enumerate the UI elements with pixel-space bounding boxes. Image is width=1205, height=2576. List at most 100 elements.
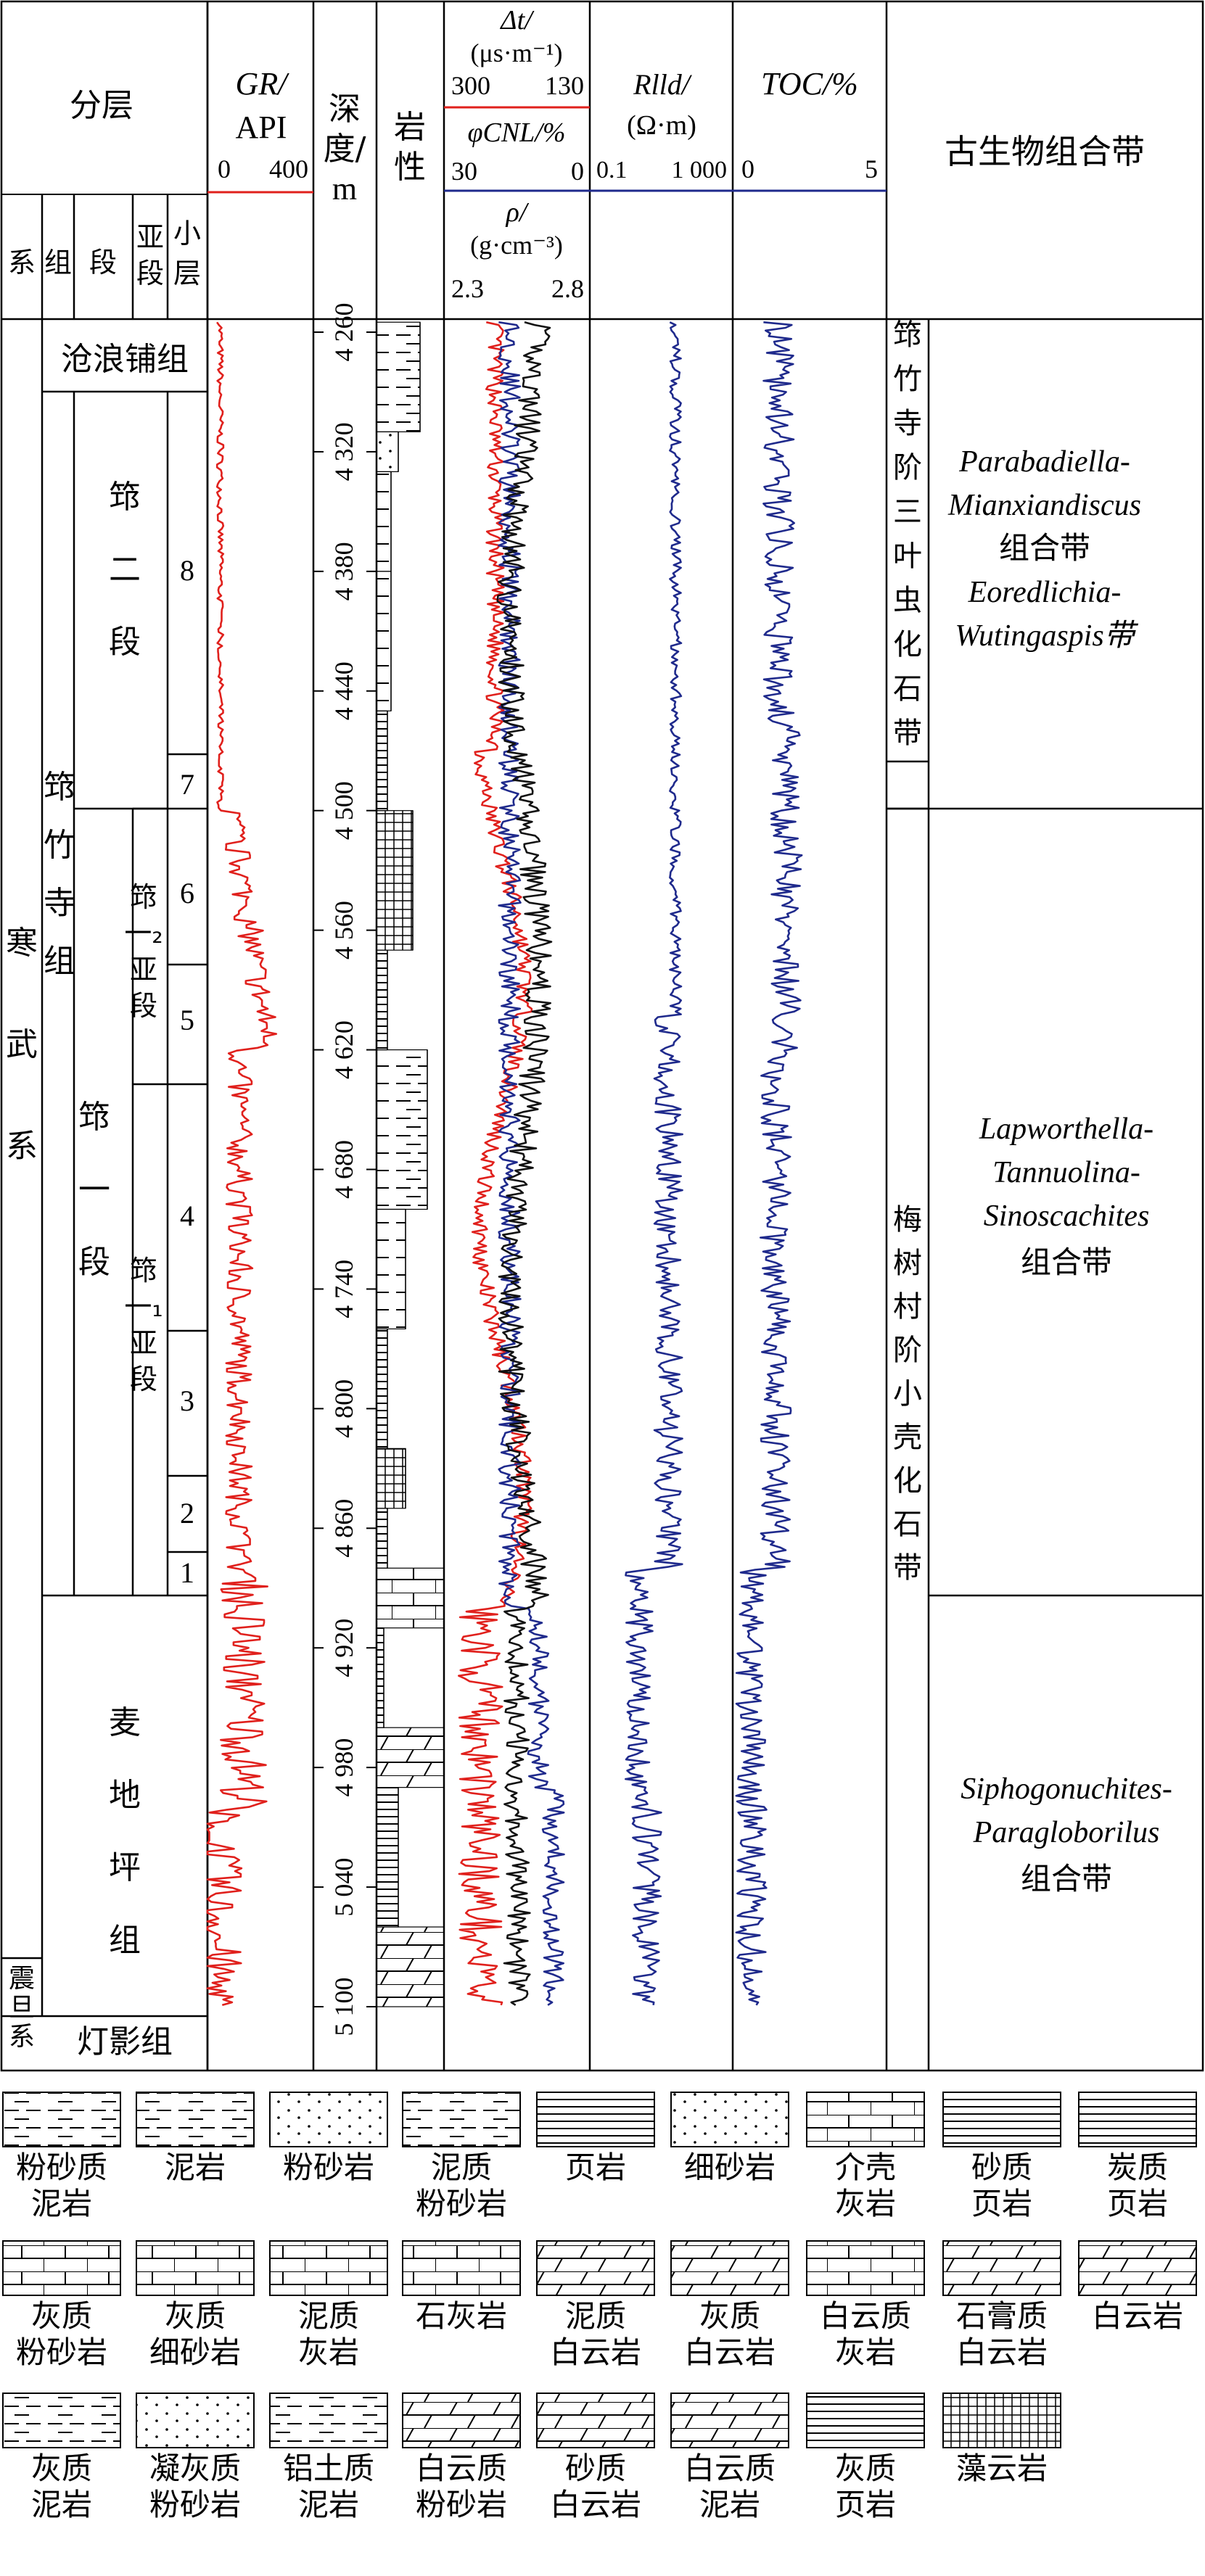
stage-meishucun: 化 [893,1464,922,1498]
submember-q1-1: 一₁ [124,1291,163,1323]
layer-1: 1 [180,1556,194,1589]
legend-item: 页岩 [536,2092,655,2185]
legend-label: 石灰岩 [416,2298,507,2334]
legend-label: 泥岩 [298,2487,359,2522]
legend-swatch [536,2393,655,2448]
depth-tick-label: 4 860 [329,1499,358,1558]
zone3-text: Siphogonuchites- [961,1772,1172,1806]
system-sinian: 系 [9,2022,35,2052]
legend-label: 介壳 [835,2150,896,2185]
level-submember: 亚 [136,221,164,253]
strat-title: 分层 [70,87,133,124]
toc-curve [735,321,803,2006]
legend-item: 泥岩 [136,2092,255,2185]
depth-tick-label: 4 380 [329,542,358,600]
stage-meishucun: 带 [893,1551,922,1585]
legend-swatch [2,2092,121,2147]
member-q2: 段 [109,624,141,661]
legend-label: 粉砂岩 [283,2150,374,2185]
stage-qiongzhusi: 竹 [893,363,922,396]
legend-label: 灰岩 [835,2186,896,2221]
zone2-text: 组合带 [1021,1244,1112,1280]
legend-label: 灰质 [165,2298,226,2334]
legend-swatch [670,2240,789,2296]
label: 性 [394,149,426,186]
legend-swatch [402,2240,521,2296]
legend-swatch [269,2393,388,2448]
cnl-title: φCNL/% [467,117,565,148]
lith-block [376,1508,388,1569]
stage-qiongzhusi: 虫 [893,584,922,617]
zone3-text: 组合带 [1021,1861,1112,1896]
layer-7: 7 [180,768,194,801]
layer-2: 2 [180,1497,194,1530]
rlld-curve [624,321,684,2006]
legend-label: 灰岩 [298,2334,359,2370]
depth-title: 深 [329,91,361,128]
depth-tick-label: 4 440 [329,661,358,720]
system-cambrian: 武 [6,1026,38,1063]
formation-maidiping: 麦 [109,1704,141,1741]
legend-swatch [806,2092,925,2147]
depth-tick-label: 4 800 [329,1379,358,1438]
layer-3: 3 [180,1384,194,1417]
lith-block [376,1727,445,1788]
legend-label: 白云岩 [550,2487,641,2522]
legend-swatch [2,2240,121,2296]
legend-label: 石膏质 [956,2298,1048,2334]
dt-unit: (μs·m⁻¹) [470,38,562,67]
cnl-scale-min: 30 [451,157,477,186]
legend-label: 页岩 [1107,2186,1168,2221]
lith-block [376,710,388,812]
layer-6: 6 [180,877,194,909]
legend-swatch [269,2240,388,2296]
legend-label: 藻云岩 [956,2451,1048,2486]
legend-label: 泥岩 [165,2150,226,2185]
legend-swatch [942,2240,1061,2296]
level-layer: 小 [173,218,201,249]
label: 层 [173,257,201,289]
lith-block [376,1926,445,2007]
lith-block [376,1208,406,1330]
layer-4: 4 [180,1200,194,1232]
member-q2: 二 [109,551,141,588]
rlld-scale-min: 0.1 [596,157,628,183]
label: 度/ [324,131,366,168]
depth-tick-label: 4 500 [329,781,358,840]
stage-qiongzhusi: 化 [893,628,922,661]
rlld-scale-max: 1 000 [672,157,728,183]
dt-scale-max: 130 [545,71,584,100]
legend-swatch [806,2240,925,2296]
fossil-title: 古生物组合带 [945,132,1145,171]
legend-label: 白云质 [416,2451,507,2486]
legend-swatch [942,2092,1061,2147]
stage-qiongzhusi: 石 [893,672,922,706]
legend-label: 灰质 [699,2298,760,2334]
legend-label: 泥质 [431,2150,492,2185]
legend-swatch [536,2240,655,2296]
legend-label: 泥质 [565,2298,626,2334]
formation-maidiping: 坪 [109,1849,141,1886]
legend-swatch [670,2092,789,2147]
stage-qiongzhusi: 阶 [893,451,922,484]
zone3-text: Paragloborilus [973,1816,1160,1849]
lith-block [376,1567,445,1629]
depth-tick-label: 5 100 [329,1978,358,2036]
legend-label: 粉砂岩 [149,2487,241,2522]
zone2-text: Sinoscachites [984,1200,1150,1233]
level-system: 系 [8,247,36,278]
member-q1: 一 [78,1171,110,1208]
depth-tick-label: 4 260 [329,303,358,362]
rlld-title: Rlld/ [633,68,693,101]
level-formation: 组 [44,247,72,278]
legend-swatch [269,2092,388,2147]
legend-swatch [536,2092,655,2147]
